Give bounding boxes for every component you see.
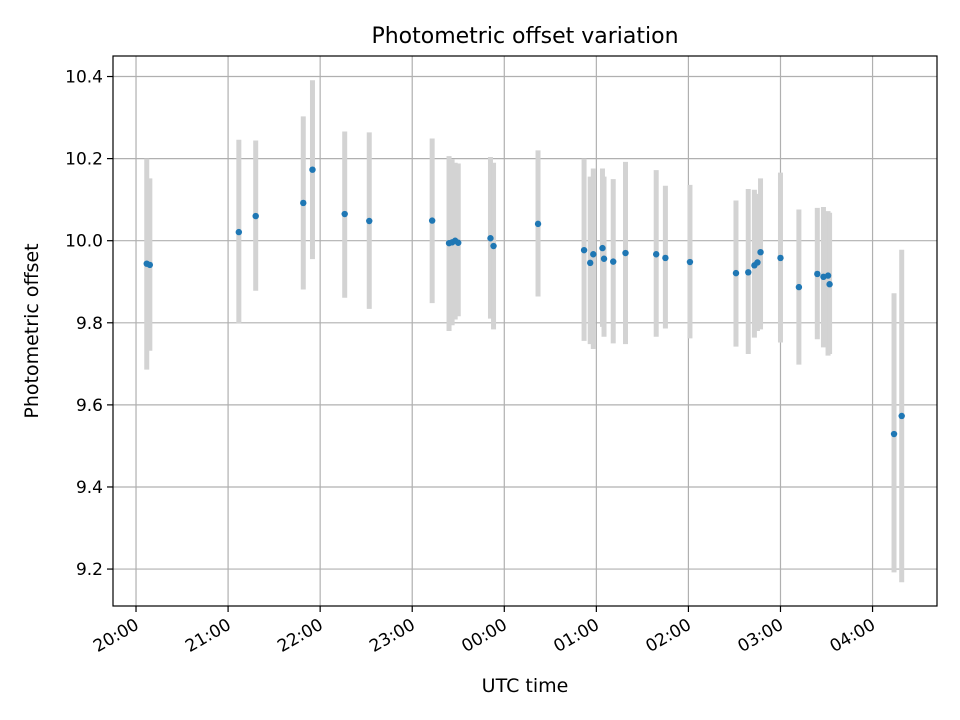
plot-frame — [112, 55, 938, 607]
data-point — [580, 246, 588, 254]
x-axis-label: UTC time — [482, 675, 569, 697]
data-point — [622, 249, 629, 257]
data-point — [599, 244, 606, 252]
data-point — [757, 248, 764, 256]
data-point — [824, 272, 832, 279]
data-point — [686, 258, 694, 266]
data-point — [610, 258, 617, 265]
data-point — [590, 251, 597, 258]
data-point — [587, 259, 594, 267]
data-point — [534, 220, 542, 228]
data-point — [826, 281, 833, 288]
data-points — [143, 166, 905, 438]
y-tick-label: 10.0 — [65, 232, 103, 252]
y-tick-label: 9.6 — [76, 396, 103, 416]
data-point — [146, 261, 154, 269]
data-point — [745, 269, 752, 276]
data-point — [795, 283, 803, 291]
data-point — [309, 166, 316, 173]
data-point — [490, 242, 497, 250]
data-point — [235, 228, 243, 236]
data-point — [252, 212, 259, 220]
y-tick-label: 10.4 — [65, 68, 103, 88]
y-axis-ticks: 9.2 9.4 9.6 9.8 10.0 10.2 10.4 — [65, 68, 113, 580]
data-point — [890, 430, 898, 438]
data-point — [366, 217, 373, 225]
data-point — [898, 412, 905, 420]
data-point — [777, 254, 784, 262]
data-point — [487, 235, 494, 242]
data-point — [652, 251, 660, 258]
y-tick-label: 10.2 — [65, 150, 103, 170]
y-axis-label: Photometric offset — [21, 243, 43, 418]
data-point — [754, 259, 761, 266]
data-point — [814, 270, 821, 278]
data-point — [732, 269, 740, 277]
data-point — [428, 217, 436, 224]
data-point — [300, 199, 307, 207]
chart-title: Photometric offset variation — [371, 24, 678, 49]
y-tick-label: 9.2 — [76, 560, 103, 580]
data-point — [341, 210, 348, 218]
data-point — [455, 239, 462, 246]
data-point — [662, 254, 669, 262]
y-tick-label: 9.4 — [76, 478, 103, 498]
data-point — [600, 255, 608, 262]
y-tick-label: 9.8 — [76, 314, 103, 334]
